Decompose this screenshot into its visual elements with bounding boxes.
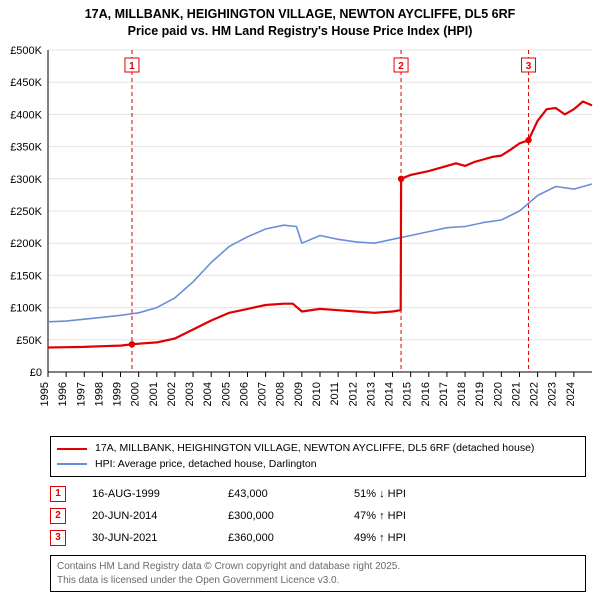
sale-price-2: £300,000: [228, 510, 328, 522]
sale-pct-1: 51% ↓ HPI: [354, 488, 454, 500]
sale-row-1: 1 16-AUG-1999 £43,000 51% ↓ HPI: [50, 483, 586, 505]
svg-text:2024: 2024: [565, 382, 577, 406]
svg-text:2003: 2003: [184, 382, 196, 406]
svg-text:£200K: £200K: [10, 238, 42, 250]
svg-text:1999: 1999: [112, 382, 124, 406]
sale-badge-1: 1: [50, 486, 66, 502]
chart-container: 17A, MILLBANK, HEIGHINGTON VILLAGE, NEWT…: [0, 0, 600, 592]
svg-text:1: 1: [129, 61, 135, 72]
svg-text:2006: 2006: [238, 382, 250, 406]
legend-box: 17A, MILLBANK, HEIGHINGTON VILLAGE, NEWT…: [50, 436, 586, 478]
svg-text:£500K: £500K: [10, 45, 42, 57]
svg-text:2016: 2016: [420, 382, 432, 406]
svg-text:2008: 2008: [275, 382, 287, 406]
svg-text:2014: 2014: [384, 382, 396, 406]
sale-rows: 1 16-AUG-1999 £43,000 51% ↓ HPI 2 20-JUN…: [50, 483, 586, 549]
svg-text:3: 3: [526, 61, 532, 72]
sale-pct-2: 47% ↑ HPI: [354, 510, 454, 522]
chart-svg: £0 £50K £100K £150K £200K £250K £300K £350K £400…: [0, 42, 600, 432]
svg-text:£250K: £250K: [10, 206, 42, 218]
svg-text:2005: 2005: [220, 382, 232, 406]
svg-text:£400K: £400K: [10, 109, 42, 121]
footer-line-1: Contains HM Land Registry data © Crown c…: [57, 560, 579, 574]
sale-date-3: 30-JUN-2021: [92, 532, 202, 544]
footer-line-2: This data is licensed under the Open Gov…: [57, 574, 579, 588]
svg-text:2010: 2010: [311, 382, 323, 406]
chart-area: £0 £50K £100K £150K £200K £250K £300K £350K £400…: [0, 42, 600, 432]
svg-text:2011: 2011: [329, 382, 341, 406]
svg-text:£100K: £100K: [10, 302, 42, 314]
svg-text:1997: 1997: [75, 382, 87, 406]
svg-text:2001: 2001: [148, 382, 160, 406]
svg-text:£50K: £50K: [16, 335, 42, 347]
legend-swatch-property: [57, 448, 87, 450]
svg-text:2009: 2009: [293, 382, 305, 406]
svg-text:2021: 2021: [510, 382, 522, 406]
svg-text:£300K: £300K: [10, 174, 42, 186]
sale-badge-2: 2: [50, 508, 66, 524]
legend-row-property: 17A, MILLBANK, HEIGHINGTON VILLAGE, NEWT…: [57, 441, 579, 457]
title-line-1: 17A, MILLBANK, HEIGHINGTON VILLAGE, NEWT…: [10, 6, 590, 23]
svg-text:£0: £0: [30, 367, 42, 379]
svg-text:2017: 2017: [438, 382, 450, 406]
svg-text:1996: 1996: [57, 382, 69, 406]
svg-text:2019: 2019: [474, 382, 486, 406]
legend-label-hpi: HPI: Average price, detached house, Darl…: [95, 457, 317, 473]
svg-text:2012: 2012: [347, 382, 359, 406]
sale-date-1: 16-AUG-1999: [92, 488, 202, 500]
svg-text:£450K: £450K: [10, 77, 42, 89]
sale-badge-3: 3: [50, 530, 66, 546]
svg-text:1998: 1998: [93, 382, 105, 406]
svg-text:2022: 2022: [529, 382, 541, 406]
svg-text:2004: 2004: [202, 382, 214, 406]
sale-row-3: 3 30-JUN-2021 £360,000 49% ↑ HPI: [50, 527, 586, 549]
svg-text:£350K: £350K: [10, 141, 42, 153]
title-line-2: Price paid vs. HM Land Registry's House …: [10, 23, 590, 40]
title-block: 17A, MILLBANK, HEIGHINGTON VILLAGE, NEWT…: [0, 0, 600, 42]
svg-text:1995: 1995: [39, 382, 51, 406]
svg-text:2018: 2018: [456, 382, 468, 406]
svg-text:2: 2: [398, 61, 404, 72]
svg-text:2000: 2000: [130, 382, 142, 406]
footer-box: Contains HM Land Registry data © Crown c…: [50, 555, 586, 592]
svg-text:2002: 2002: [166, 382, 178, 406]
sale-price-3: £360,000: [228, 532, 328, 544]
legend-swatch-hpi: [57, 463, 87, 465]
svg-text:2015: 2015: [402, 382, 414, 406]
svg-text:2020: 2020: [492, 382, 504, 406]
legend-row-hpi: HPI: Average price, detached house, Darl…: [57, 457, 579, 473]
legend-label-property: 17A, MILLBANK, HEIGHINGTON VILLAGE, NEWT…: [95, 441, 534, 457]
sale-pct-3: 49% ↑ HPI: [354, 532, 454, 544]
svg-text:2023: 2023: [547, 382, 559, 406]
svg-text:2007: 2007: [257, 382, 269, 406]
sale-date-2: 20-JUN-2014: [92, 510, 202, 522]
sale-row-2: 2 20-JUN-2014 £300,000 47% ↑ HPI: [50, 505, 586, 527]
sale-price-1: £43,000: [228, 488, 328, 500]
svg-text:2013: 2013: [365, 382, 377, 406]
svg-text:£150K: £150K: [10, 270, 42, 282]
